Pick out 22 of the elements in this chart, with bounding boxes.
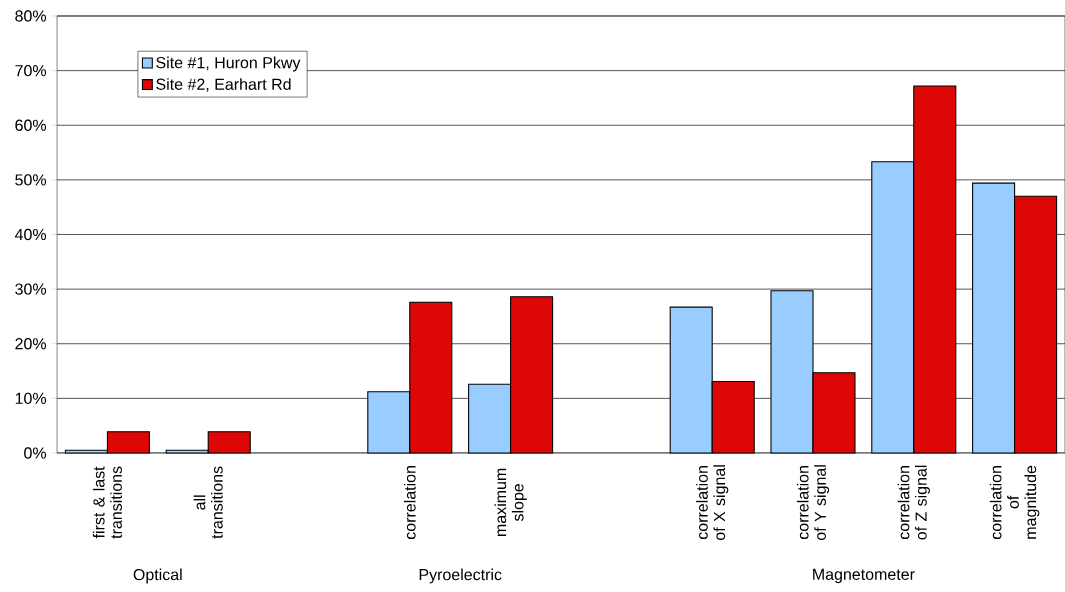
x-tick-label: correlation of Y signal [796,465,830,540]
y-tick-label: 30% [15,283,47,295]
y-tick-label: 10% [15,392,47,405]
y-tick-label: 20% [15,338,47,350]
y-tick-label: 40% [14,228,47,241]
legend-label: Site #1, Huron Pkwy [156,56,301,72]
x-tick-label: first & last transitions [92,466,122,539]
x-tick-label: maximum slope [494,468,527,536]
x-tick-label: correlation [403,466,416,540]
legend-label: Site #2, Earhart Rd [156,78,291,92]
y-tick-label: 80% [15,10,47,22]
text: Optical [133,568,182,584]
y-tick-label: 60% [15,119,47,131]
text: Magnetometer [813,568,915,584]
text: Pyroelectric [419,568,502,584]
x-tick-label: correlation of Z signal [897,465,930,540]
y-tick-label: 70% [15,64,47,77]
x-tick-label: correlation of X signal [696,465,729,540]
y-tick-label: 0% [24,447,47,459]
y-tick-label: 50% [15,174,47,186]
x-tick-label: correlation of magnitude [989,465,1040,540]
x-tick-label: all transitions [193,466,223,539]
